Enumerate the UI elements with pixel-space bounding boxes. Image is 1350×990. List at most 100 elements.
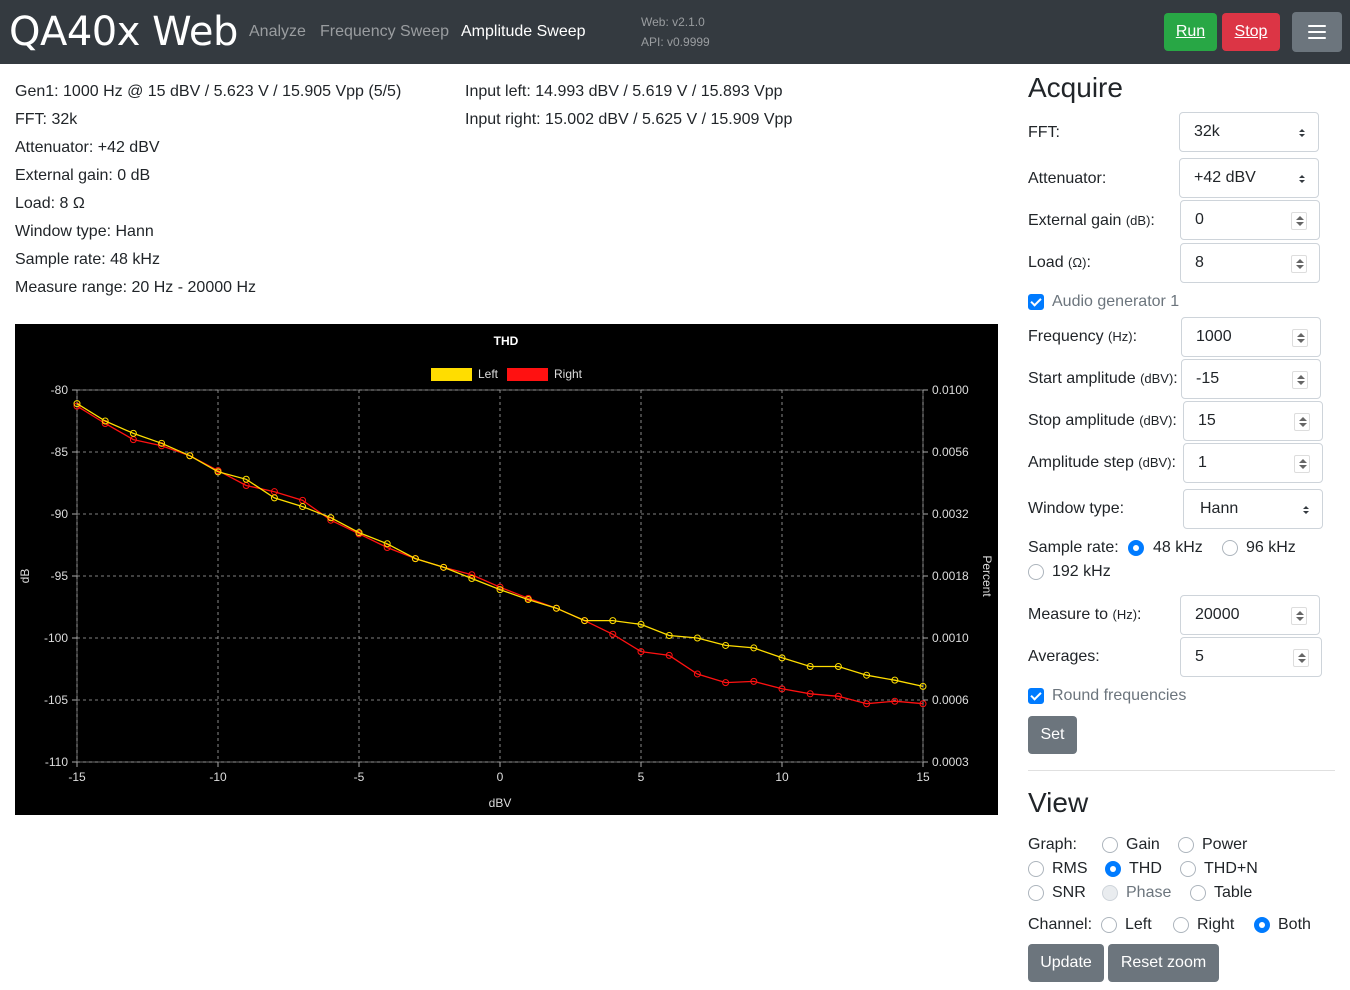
info-load: Load: 8 Ω <box>15 195 85 212</box>
navbar: QA40x Web Analyze Frequency Sweep Amplit… <box>0 0 1350 64</box>
fft-label: FFT: <box>1028 124 1060 141</box>
frequency-input[interactable]: 1000 <box>1181 317 1321 357</box>
load-label: Load (Ω): <box>1028 254 1091 271</box>
graph-power-label: Power <box>1202 836 1248 853</box>
nav-amplitude-sweep[interactable]: Amplitude Sweep <box>461 23 586 40</box>
load-input[interactable]: 8 <box>1180 243 1320 283</box>
external-gain-label: External gain (dB): <box>1028 212 1155 229</box>
graph-label: Graph: <box>1028 836 1077 853</box>
spinner-icon[interactable] <box>1292 371 1308 389</box>
graph-thdn-label: THD+N <box>1204 860 1258 877</box>
menu-button[interactable] <box>1292 12 1342 52</box>
x-tick-label: 5 <box>638 770 645 784</box>
y2-tick-label: 0.0056 <box>932 445 969 459</box>
reset-zoom-button[interactable]: Reset zoom <box>1108 944 1219 982</box>
data-point-right <box>891 697 899 705</box>
graph-rms-radio[interactable] <box>1028 861 1044 877</box>
legend-label-right: Right <box>554 367 583 381</box>
info-window: Window type: Hann <box>15 223 154 240</box>
sample-rate-192k-radio[interactable] <box>1028 564 1044 580</box>
x-tick-label: -5 <box>354 770 365 784</box>
spinner-icon[interactable] <box>1294 455 1310 473</box>
channel-both-radio[interactable] <box>1254 917 1270 933</box>
measure-to-input[interactable]: 20000 <box>1180 595 1320 635</box>
sample-rate-48k-radio[interactable] <box>1128 540 1144 556</box>
app-brand[interactable]: QA40x Web <box>9 9 238 55</box>
window-type-label: Window type: <box>1028 500 1125 517</box>
web-version: Web: v2.1.0 <box>641 15 705 29</box>
graph-gain-radio[interactable] <box>1102 837 1118 853</box>
thd-chart[interactable]: -15 -10 -5 0 5 10 15 -80 0.0100 -85 0.0056 -90 0.003… <box>15 324 998 815</box>
data-point-right <box>609 630 617 638</box>
graph-thdn-radio[interactable] <box>1180 861 1196 877</box>
start-amplitude-label: Start amplitude (dBV): <box>1028 370 1178 387</box>
y-tick-label: -105 <box>44 693 68 707</box>
info-fft: FFT: 32k <box>15 111 78 128</box>
y2-tick-label: 0.0100 <box>932 383 969 397</box>
spinner-icon[interactable] <box>1294 413 1310 431</box>
amplitude-step-input[interactable]: 1 <box>1183 443 1323 483</box>
window-type-select[interactable]: Hann <box>1183 489 1323 529</box>
data-point-left <box>440 563 448 571</box>
x-tick-label: -15 <box>68 770 86 784</box>
stop-amplitude-label: Stop amplitude (dBV): <box>1028 412 1177 429</box>
spinner-icon[interactable] <box>1291 255 1307 273</box>
y-tick-label: -85 <box>51 445 69 459</box>
fft-value: 32k <box>1194 123 1220 140</box>
spinner-icon[interactable] <box>1292 329 1308 347</box>
data-point-right <box>919 700 927 708</box>
stop-amplitude-unit: (dBV) <box>1139 413 1173 428</box>
data-point-left <box>496 586 504 594</box>
attenuator-value: +42 dBV <box>1194 169 1256 186</box>
section-divider <box>1028 770 1335 771</box>
sample-rate-96k-radio[interactable] <box>1222 540 1238 556</box>
data-point-left <box>101 417 109 425</box>
data-point-right <box>722 679 730 687</box>
channel-left-radio[interactable] <box>1101 917 1117 933</box>
x-tick-label: 0 <box>497 770 504 784</box>
update-button[interactable]: Update <box>1028 944 1104 982</box>
stop-amplitude-input[interactable]: 15 <box>1183 401 1323 441</box>
graph-power-radio[interactable] <box>1178 837 1194 853</box>
nav-frequency-sweep[interactable]: Frequency Sweep <box>320 23 449 40</box>
data-point-left <box>468 574 476 582</box>
attenuator-select[interactable]: +42 dBV <box>1179 158 1319 198</box>
spinner-icon[interactable] <box>1293 649 1309 667</box>
data-point-left <box>891 676 899 684</box>
spinner-icon[interactable] <box>1291 212 1307 230</box>
frequency-unit: (Hz) <box>1108 329 1133 344</box>
info-gen: Gen1: 1000 Hz @ 15 dBV / 5.623 V / 15.90… <box>15 83 402 100</box>
measure-to-text: Measure to <box>1028 606 1109 623</box>
channel-right-radio[interactable] <box>1173 917 1189 933</box>
sample-rate-192k-label: 192 kHz <box>1052 563 1111 580</box>
stop-button[interactable]: Stop <box>1222 13 1280 51</box>
averages-input[interactable]: 5 <box>1180 637 1322 677</box>
info-attenuator: Attenuator: +42 dBV <box>15 139 160 156</box>
run-button[interactable]: Run <box>1164 13 1217 51</box>
data-point-right <box>468 571 476 579</box>
start-amplitude-input[interactable]: -15 <box>1181 359 1321 399</box>
stop-amplitude-value: 15 <box>1198 412 1216 429</box>
data-point-left <box>73 400 81 408</box>
external-gain-input[interactable]: 0 <box>1180 200 1320 240</box>
spinner-icon[interactable] <box>1291 607 1307 625</box>
set-button[interactable]: Set <box>1028 716 1077 754</box>
fft-select[interactable]: 32k <box>1179 112 1319 152</box>
graph-thd-radio[interactable] <box>1105 861 1121 877</box>
data-point-right <box>750 677 758 685</box>
graph-rms-label: RMS <box>1052 860 1088 877</box>
series-line-left <box>76 403 924 688</box>
load-text: Load <box>1028 254 1064 271</box>
data-point-left <box>637 620 645 628</box>
round-frequencies-checkbox[interactable] <box>1028 688 1044 704</box>
amplitude-step-unit: (dBV) <box>1138 455 1172 470</box>
start-amplitude-text: Start amplitude <box>1028 370 1136 387</box>
data-point-left <box>299 503 307 511</box>
view-heading: View <box>1028 787 1089 818</box>
graph-table-radio[interactable] <box>1190 885 1206 901</box>
audio-generator-checkbox[interactable] <box>1028 294 1044 310</box>
data-point-right <box>637 648 645 656</box>
graph-snr-radio[interactable] <box>1028 885 1044 901</box>
nav-analyze[interactable]: Analyze <box>249 23 306 40</box>
x-axis-label: dBV <box>489 796 512 810</box>
